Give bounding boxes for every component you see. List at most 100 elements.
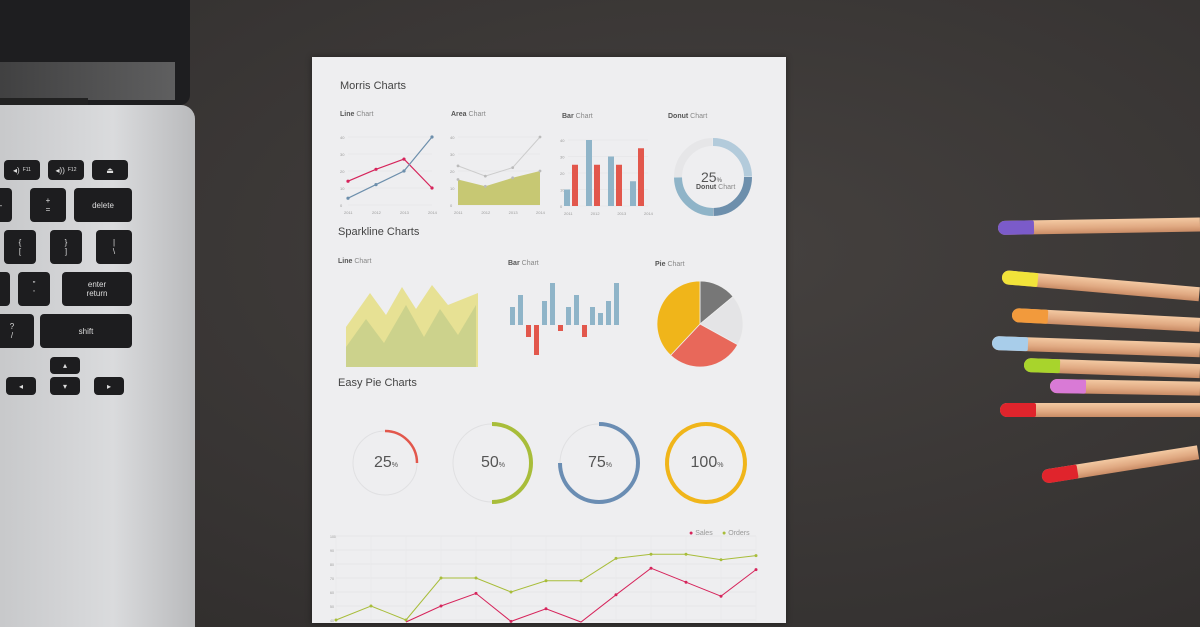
y-tick-label: 40 [340, 135, 345, 140]
pie-slice [669, 323, 739, 368]
y-tick-label: 30 [560, 155, 565, 160]
easy-pie-fill [664, 422, 747, 504]
key-slash[interactable]: ? / [0, 314, 34, 348]
bar-blue [630, 181, 636, 206]
volume-down-icon: ◂) [13, 165, 20, 175]
orders-point [719, 558, 723, 562]
bar-red [572, 164, 578, 206]
y-tick-label: 10 [450, 186, 455, 191]
key-arrow-left[interactable]: ◂ [6, 377, 36, 395]
key-bracket-left[interactable]: {[ [4, 230, 36, 264]
key-eject[interactable]: ⏏ [92, 160, 128, 180]
sparkline-bar [590, 307, 595, 325]
donut-value: 25% [701, 169, 722, 185]
orders-point [369, 604, 373, 608]
sales-point [439, 604, 443, 608]
bar-blue [608, 156, 614, 206]
pencil-tip [997, 220, 1035, 235]
x-tick-label: 2011 [344, 210, 353, 215]
pie-slice [656, 280, 701, 356]
easy-pie-fill [384, 429, 419, 464]
key-delete[interactable]: delete [74, 188, 132, 222]
easy-pie-value: 25% [373, 454, 399, 471]
y-tick-label: 90 [330, 549, 334, 553]
key-quote[interactable]: " ' [18, 272, 50, 306]
y-tick-label: 20 [560, 171, 565, 176]
orders-point [614, 556, 618, 560]
sparkline-bar [574, 295, 579, 325]
x-tick-label: 2014 [644, 211, 654, 216]
key-backslash[interactable]: | \ [96, 230, 132, 264]
key-minus[interactable]: - [0, 188, 12, 222]
y-tick-label: 50 [330, 605, 334, 609]
x-tick-label: 2012 [372, 210, 382, 215]
sparkline-bar [542, 301, 547, 325]
data-point [402, 157, 406, 161]
key-arrow-up[interactable]: ▴ [50, 357, 80, 374]
volume-up-icon: ◂)) [55, 165, 65, 175]
sparkline-area-front [346, 305, 476, 367]
sales-line [405, 567, 757, 623]
sparkline-bar [582, 325, 587, 337]
x-tick-label: 2013 [617, 211, 627, 216]
key-equals[interactable]: + = [30, 188, 66, 222]
data-point [456, 164, 460, 168]
easy-pie-charts-title: Easy Pie Charts [338, 377, 417, 389]
x-tick-label: 2013 [400, 210, 410, 215]
pencil-tip [1000, 403, 1036, 417]
sparkline-bar [518, 295, 523, 325]
legend-sales: ● Sales [689, 530, 713, 537]
laptop: ◂)F11 ◂))F12 ⏏ - += delete {[ }] |\ "' e… [0, 0, 198, 627]
y-tick-label: 0 [450, 203, 453, 208]
y-tick-label: 40 [560, 138, 565, 143]
data-point [374, 167, 378, 171]
data-point [430, 186, 434, 190]
key-arrow-right[interactable]: ▸ [94, 377, 124, 395]
data-point [483, 184, 487, 188]
key-l[interactable] [0, 272, 10, 306]
sales-point [614, 593, 618, 597]
laptop-screen [0, 0, 190, 105]
data-point [483, 174, 487, 178]
y-tick-label: 0 [340, 203, 343, 208]
x-tick-label: 2014 [428, 210, 438, 215]
y-tick-label: 20 [450, 169, 455, 174]
orders-point [579, 579, 583, 583]
orders-point [474, 576, 478, 580]
pencil-tip [1011, 308, 1049, 324]
y-tick-label: 60 [330, 591, 334, 595]
donut-center-label: Donut Chart [696, 184, 736, 191]
sparkline-bar [558, 325, 563, 331]
data-point [402, 169, 406, 173]
printed-chart-sheet: Morris Charts Line Chart Area Chart Bar … [312, 57, 786, 623]
orders-point [334, 618, 338, 622]
legend-orders: ● Orders [722, 530, 750, 537]
key-f11[interactable]: ◂) F11 [4, 160, 40, 180]
morris-line-label: Line Chart [340, 111, 374, 118]
key-f12[interactable]: ◂)) F12 [48, 160, 84, 180]
key-shift[interactable]: shift [40, 314, 132, 348]
donut-segment [674, 177, 714, 216]
easy-pie-value: 50% [480, 454, 506, 471]
y-tick-label: 100 [330, 535, 336, 539]
bar-red [616, 164, 622, 206]
area-line [457, 136, 541, 177]
data-point [538, 135, 542, 139]
easy-pie-fill [558, 422, 640, 504]
bar-red [638, 148, 644, 206]
key-arrow-down[interactable]: ▾ [50, 377, 80, 395]
x-tick-label: 2011 [564, 211, 573, 216]
morris-bar-label: Bar Chart [562, 113, 593, 120]
laptop-keyboard: ◂)F11 ◂))F12 ⏏ - += delete {[ }] |\ "' e… [0, 105, 195, 627]
orders-point [439, 576, 443, 580]
sparkline-bar [598, 313, 603, 325]
key-return[interactable]: enter return [62, 272, 132, 306]
y-tick-label: 40 [450, 135, 455, 140]
orders-point [404, 618, 408, 622]
morris-area-label: Area Chart [451, 111, 486, 118]
key-bracket-right[interactable]: }] [50, 230, 82, 264]
data-point [538, 169, 542, 173]
orders-point [544, 579, 548, 583]
x-tick-label: 2014 [536, 210, 546, 215]
